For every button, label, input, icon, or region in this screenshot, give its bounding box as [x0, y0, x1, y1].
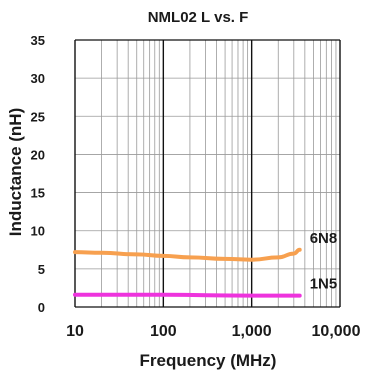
series-line-1n5	[73, 292, 302, 298]
y-tick-label: 0	[38, 300, 45, 315]
tick-layer: 0 5 10 15 20 25 30 35 10 100 1,000 10,000	[31, 33, 361, 340]
y-tick-label: 35	[31, 33, 45, 48]
series-line-6n8	[73, 247, 302, 262]
y-tick-label: 10	[31, 224, 45, 239]
y-tick-label: 25	[31, 109, 45, 124]
chart-title: NML02 L vs. F	[148, 9, 249, 26]
x-tick-label: 10	[66, 323, 84, 340]
y-tick-label: 15	[31, 186, 45, 201]
y-tick-label: 5	[38, 262, 45, 277]
series-label-6n8: 6N8	[310, 230, 338, 247]
y-axis-label: Inductance (nH)	[6, 108, 25, 236]
series-label-1n5: 1N5	[310, 276, 338, 293]
y-tick-label: 20	[31, 147, 45, 162]
x-tick-label: 1,000	[232, 323, 272, 340]
x-tick-label: 100	[150, 323, 177, 340]
series-layer: 6N8 1N5	[73, 230, 338, 298]
x-axis-label: Frequency (MHz)	[140, 351, 277, 370]
plot-grid	[74, 39, 341, 308]
x-tick-label: 10,000	[312, 323, 361, 340]
y-tick-label: 30	[31, 71, 45, 86]
